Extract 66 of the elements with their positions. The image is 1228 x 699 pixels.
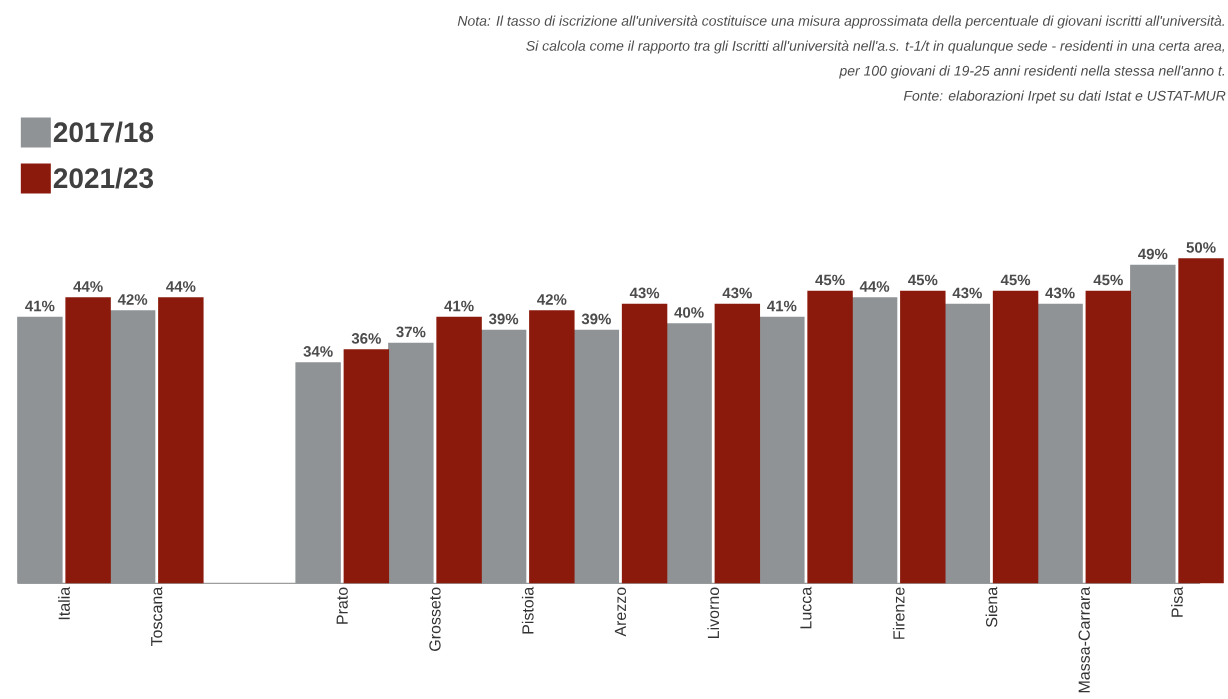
x-tick-label: Firenze: [892, 587, 905, 639]
data-label: 41%: [444, 300, 474, 312]
x-tick-label: Toscana: [151, 586, 163, 647]
bar: [158, 297, 204, 584]
bar: [388, 342, 434, 584]
text: Si calcola come il rapporto tra gli Iscritti all'università nell'a.s. t-1/t in qualunque sede - residenti in una certa area,: [526, 40, 1225, 54]
data-label: 43%: [722, 287, 752, 299]
x-tick-label: Italia: [58, 586, 70, 620]
data-label: 40%: [674, 307, 704, 318]
legend-label: 2021/23: [53, 167, 153, 189]
data-label: 44%: [859, 281, 890, 292]
bar: [944, 303, 991, 584]
x-tick-label: Pistoia: [521, 586, 534, 634]
data-label: 45%: [908, 274, 938, 286]
bar: [992, 290, 1039, 584]
data-label: 43%: [629, 287, 660, 299]
bar: [1085, 290, 1132, 584]
bar: [529, 310, 575, 584]
x-tick-label: Pisa: [1171, 586, 1183, 617]
bar: [807, 290, 853, 584]
data-label: 39%: [488, 313, 519, 325]
data-label: 44%: [73, 281, 103, 292]
x-tick-label: Arezzo: [614, 587, 627, 637]
x-tick-label: Livorno: [707, 587, 720, 638]
data-label: 42%: [537, 294, 567, 305]
x-tick-label: Grosseto: [429, 587, 441, 651]
data-label: 45%: [815, 274, 845, 286]
bar: [17, 316, 63, 584]
bar: [666, 323, 712, 584]
x-tick-label: Lucca: [800, 586, 812, 629]
x-tick-label: Siena: [985, 586, 998, 628]
bar: [1037, 303, 1083, 584]
bar: [480, 329, 527, 584]
bar: [1178, 258, 1224, 584]
bar: [714, 303, 761, 584]
data-label: 34%: [303, 346, 333, 357]
data-label: 43%: [952, 287, 982, 299]
data-label: 41%: [767, 300, 797, 312]
bar: [65, 297, 111, 584]
data-label: 36%: [351, 333, 381, 344]
source-note: Fonte: elaborazioni Irpet su dati Istat e USTAT-MUR: [903, 90, 1226, 104]
x-tick-label: Prato: [336, 587, 348, 624]
bar: [851, 297, 898, 584]
bar: [1130, 264, 1176, 584]
bar: [436, 316, 482, 584]
bar: [573, 329, 620, 584]
bar: [759, 316, 805, 584]
data-label: 45%: [1093, 274, 1123, 286]
text: Nota: Il tasso di iscrizione all'università costituisce una misura approssimata della percentuale di giovani iscritti all'università.: [457, 15, 1224, 29]
bar: [295, 362, 341, 584]
data-label: 45%: [1000, 274, 1031, 286]
bar: [109, 310, 156, 584]
data-label: 43%: [1045, 287, 1075, 299]
data-label: 37%: [396, 326, 426, 338]
x-tick-label: Massa-Carrara: [1078, 586, 1090, 693]
data-label: 49%: [1138, 248, 1168, 260]
legend-label: 2017/18: [53, 121, 154, 143]
data-label: 50%: [1186, 242, 1216, 253]
data-label: 39%: [581, 313, 611, 325]
bar: [900, 290, 946, 584]
text: per 100 giovani di 19-25 anni residenti nella stessa nell'anno t.: [839, 65, 1225, 79]
data-label: 42%: [117, 294, 148, 305]
data-label: 41%: [25, 300, 55, 312]
bar: [621, 303, 668, 584]
bar: [343, 349, 390, 584]
data-label: 44%: [166, 281, 196, 292]
